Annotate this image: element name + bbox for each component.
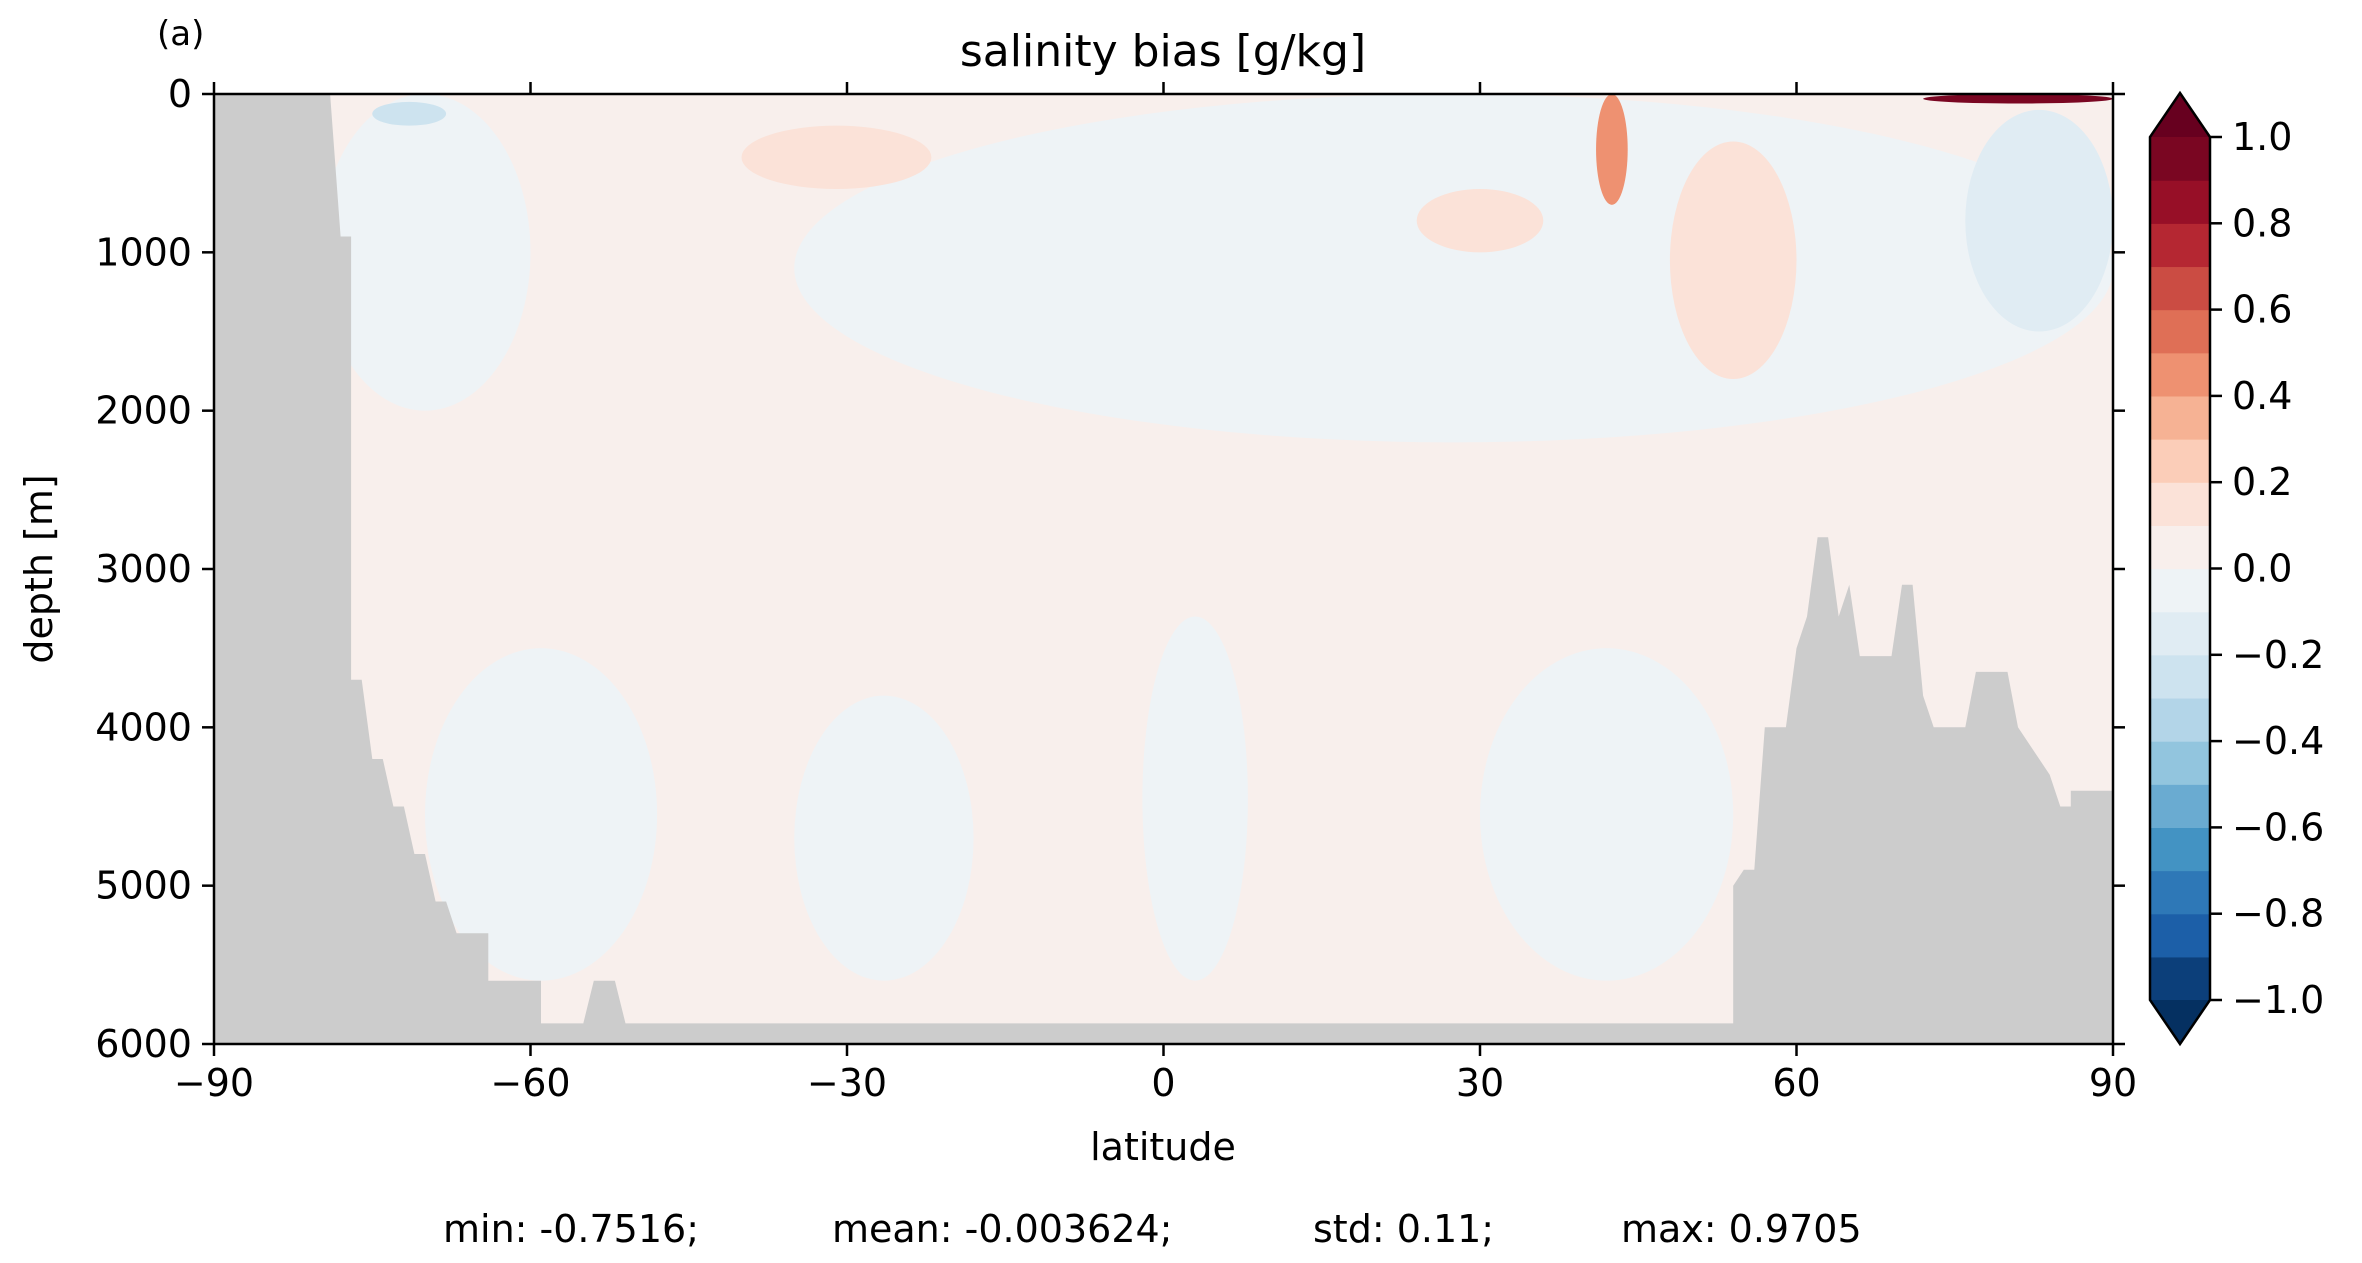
y-tick-label: 5000 <box>95 864 192 908</box>
chart-title: salinity bias [g/kg] <box>960 26 1366 77</box>
colorbar-segment <box>2150 482 2210 526</box>
x-tick-label: 30 <box>1456 1061 1504 1105</box>
colorbar-segment <box>2150 784 2210 828</box>
field-region-arctic-mid-negative <box>1965 109 2113 332</box>
colorbar-tick-label: 0.4 <box>2232 374 2292 418</box>
field-region-abyssal-negative-d <box>1480 648 1734 981</box>
colorbar-segment <box>2150 568 2210 613</box>
stat-min: min: -0.7516; <box>443 1207 699 1251</box>
field-region-arctic-surface-positive <box>1923 94 2113 104</box>
x-tick-label: 0 <box>1151 1061 1175 1105</box>
colorbar-tick-label: −0.4 <box>2232 719 2324 763</box>
y-axis-label: depth [m] <box>17 474 61 663</box>
colorbar-tick-label: 0.2 <box>2232 460 2292 504</box>
colorbar-tick-label: 0.0 <box>2232 547 2292 591</box>
stat-max: max: 0.9705 <box>1621 1207 1862 1251</box>
field-region-midlat-plume-positive <box>1596 94 1628 205</box>
colorbar-segment <box>2150 525 2210 570</box>
colorbar-segment <box>2150 309 2210 354</box>
colorbar-segment <box>2150 180 2210 224</box>
colorbar-segment <box>2150 352 2210 397</box>
colorbar-tick-label: −0.6 <box>2232 805 2324 849</box>
colorbar-under-triangle <box>2150 1000 2210 1044</box>
colorbar-segment <box>2150 266 2210 311</box>
field-layer <box>319 94 2113 981</box>
y-tick-label: 2000 <box>95 389 192 433</box>
panel-label: (a) <box>157 14 204 54</box>
colorbar-segment <box>2150 956 2210 1001</box>
y-tick-label: 3000 <box>95 547 192 591</box>
field-region-antarctic-surface-negative <box>372 101 447 126</box>
x-axis-label: latitude <box>1090 1125 1236 1169</box>
topography-land <box>214 94 2113 1044</box>
x-tick-label: −30 <box>807 1061 887 1105</box>
field-region-subpolar-positive <box>1669 141 1797 379</box>
colorbar-over-triangle <box>2150 93 2210 137</box>
field-region-south-intermediate-positive <box>741 125 932 189</box>
colorbar-segment <box>2150 913 2210 958</box>
colorbar: 1.0 0.8 0.6 0.4 0.2 0.0 −0.2 −0.4 −0.6 −0.8 −1.0 <box>2148 90 2324 1047</box>
colorbar-tick-label: −0.2 <box>2232 633 2324 677</box>
colorbar-segment <box>2150 697 2210 742</box>
colorbar-tick-label: −0.8 <box>2232 892 2324 936</box>
plot-area <box>214 94 2113 1044</box>
field-region-abyssal-negative-c <box>1142 616 1248 981</box>
field-region-abyssal-negative-b <box>794 695 974 981</box>
colorbar-segment <box>2150 611 2210 656</box>
x-tick-label: 60 <box>1772 1061 1820 1105</box>
x-tick-label: −90 <box>174 1061 254 1105</box>
x-tick-label: −60 <box>490 1061 570 1105</box>
y-tick-label: 6000 <box>95 1022 192 1066</box>
colorbar-segment <box>2150 439 2210 483</box>
colorbar-segment <box>2150 395 2210 440</box>
field-region-antarctic-upper-negative <box>319 94 531 411</box>
y-tick-label: 1000 <box>95 230 192 274</box>
colorbar-tick-label: −1.0 <box>2232 978 2324 1022</box>
field-region-north-upper-negative <box>794 94 2113 443</box>
colorbar-tick-label: 0.6 <box>2232 288 2292 332</box>
x-tick-label: 90 <box>2089 1061 2137 1105</box>
colorbar-segment <box>2150 137 2210 181</box>
y-axis: 0 1000 2000 3000 4000 5000 6000 <box>95 72 2125 1066</box>
colorbar-tick-label: 0.8 <box>2232 201 2292 245</box>
stat-mean: mean: -0.003624; <box>832 1207 1172 1251</box>
stat-std: std: 0.11; <box>1313 1207 1494 1251</box>
colorbar-segment <box>2150 827 2210 872</box>
field-region-north-intermediate-positive <box>1416 189 1544 253</box>
colorbar-segment <box>2150 223 2210 268</box>
colorbar-segment <box>2150 654 2210 699</box>
field-region-abyssal-negative-a <box>425 648 658 981</box>
x-axis: −90 −60 −30 0 30 60 90 <box>174 82 2137 1105</box>
colorbar-segment <box>2150 741 2210 785</box>
y-tick-label: 0 <box>168 72 192 116</box>
y-tick-label: 4000 <box>95 705 192 749</box>
colorbar-segment <box>2150 870 2210 915</box>
colorbar-tick-label: 1.0 <box>2232 115 2292 159</box>
